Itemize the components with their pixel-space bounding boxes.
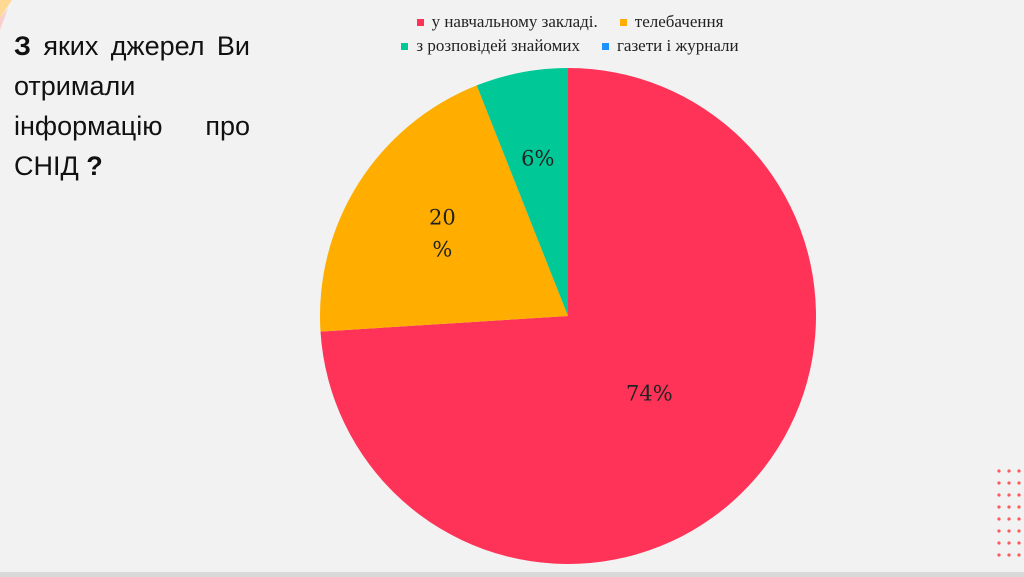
pie-slice-tv bbox=[320, 85, 568, 332]
legend-item-tv: телебачення bbox=[619, 12, 724, 32]
pie-label-tv: 20% bbox=[429, 205, 456, 261]
chart-legend: у навчальному закладі. телебачення з роз… bbox=[300, 10, 840, 58]
legend-swatch-press bbox=[601, 42, 609, 50]
legend-item-school: у навчальному закладі. bbox=[416, 12, 598, 32]
legend-label-school: у навчальному закладі. bbox=[431, 12, 598, 31]
legend-swatch-school bbox=[416, 18, 424, 26]
legend-swatch-acquaintances bbox=[401, 42, 409, 50]
pie-slice-acquaintances bbox=[476, 68, 568, 316]
legend-label-acquaintances: з розповідей знайомих bbox=[416, 36, 580, 55]
question-mark: ? bbox=[86, 151, 103, 181]
legend-label-press: газети і журнали bbox=[616, 36, 739, 55]
legend-label-tv: телебачення bbox=[634, 12, 724, 31]
pie-slices bbox=[320, 68, 817, 564]
legend-swatch-tv bbox=[619, 18, 627, 26]
pie-labels: 74% 20 % 6% bbox=[429, 147, 673, 406]
pie-slice-school bbox=[320, 68, 817, 564]
legend-row-2: з розповідей знайомих газети і журнали bbox=[300, 34, 840, 58]
pie-label-school: 74% bbox=[626, 381, 673, 405]
legend-item-acquaintances: з розповідей знайомих bbox=[401, 36, 580, 56]
legend-item-press: газети і журнали bbox=[601, 36, 739, 56]
question-text: яких джерел Ви отримали інформацію про С… bbox=[14, 31, 250, 181]
slide-question: З яких джерел Ви отримали інформацію про… bbox=[14, 26, 250, 186]
bottom-border bbox=[0, 572, 1024, 577]
dot-grid-decoration bbox=[997, 469, 1021, 557]
corner-decoration bbox=[0, 0, 12, 30]
question-first-letter: З bbox=[14, 31, 31, 61]
pie-label-acquaintances: 6% bbox=[521, 147, 554, 171]
legend-row-1: у навчальному закладі. телебачення bbox=[300, 10, 840, 34]
